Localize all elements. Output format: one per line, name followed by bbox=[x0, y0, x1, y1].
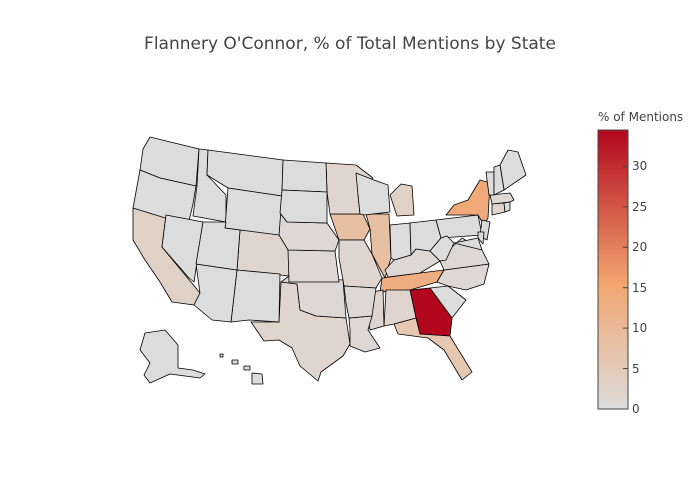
colorbar-tick-label: 15 bbox=[632, 280, 648, 295]
state-ak[interactable]: Alaska bbox=[139, 329, 206, 384]
state-wy[interactable]: Wyoming bbox=[224, 187, 283, 236]
state-mi[interactable]: Michigan bbox=[389, 183, 415, 217]
colorbar-tick-label: 10 bbox=[632, 321, 648, 336]
state-sc[interactable]: South Carolina bbox=[429, 285, 467, 319]
state-or[interactable]: Oregon bbox=[132, 169, 197, 226]
state-nm[interactable]: New Mexico bbox=[230, 269, 281, 323]
state-fl[interactable]: Florida bbox=[393, 317, 473, 381]
colorbar bbox=[597, 129, 629, 410]
state-al[interactable]: Alabama bbox=[383, 289, 417, 327]
colorbar-tick-label: 20 bbox=[632, 240, 648, 255]
colorbar-tick-label: 5 bbox=[632, 361, 640, 376]
state-de[interactable]: Delaware bbox=[477, 231, 485, 245]
state-mo[interactable]: Missouri bbox=[338, 239, 383, 289]
state-pa[interactable]: Pennsylvania bbox=[435, 214, 483, 239]
state-la[interactable]: Louisiana bbox=[348, 315, 381, 353]
state-nh[interactable]: New Hampshire bbox=[493, 164, 505, 196]
state-me[interactable]: Maine bbox=[499, 149, 527, 191]
state-az[interactable]: Arizona bbox=[193, 263, 238, 323]
state-wi[interactable]: Wisconsin bbox=[355, 172, 391, 216]
state-in[interactable]: Indiana bbox=[389, 222, 412, 261]
state-ma[interactable]: Massachusetts bbox=[489, 192, 515, 205]
colorbar-tick-label: 25 bbox=[632, 199, 648, 214]
state-ar[interactable]: Arkansas bbox=[343, 285, 377, 319]
state-nd[interactable]: North Dakota bbox=[281, 159, 328, 193]
state-nv[interactable]: Nevada bbox=[161, 214, 204, 283]
state-ct[interactable]: Connecticut bbox=[491, 202, 506, 216]
state-sd[interactable]: South Dakota bbox=[279, 189, 328, 224]
colorbar-tick-label: 30 bbox=[632, 159, 648, 174]
chart-title: Flannery O'Connor, % of Total Mentions b… bbox=[144, 34, 556, 54]
state-ks[interactable]: Kansas bbox=[287, 249, 340, 283]
state-ri[interactable]: Rhode Island bbox=[503, 201, 511, 213]
state-hi[interactable]: Hawaii bbox=[219, 353, 264, 385]
colorbar-tick-label: 0 bbox=[632, 402, 640, 416]
state-ok[interactable]: Oklahoma bbox=[280, 275, 347, 319]
state-md[interactable]: Maryland bbox=[453, 237, 483, 251]
colorbar-title: % of Mentions bbox=[598, 110, 684, 124]
state-ut[interactable]: Utah bbox=[195, 221, 241, 271]
